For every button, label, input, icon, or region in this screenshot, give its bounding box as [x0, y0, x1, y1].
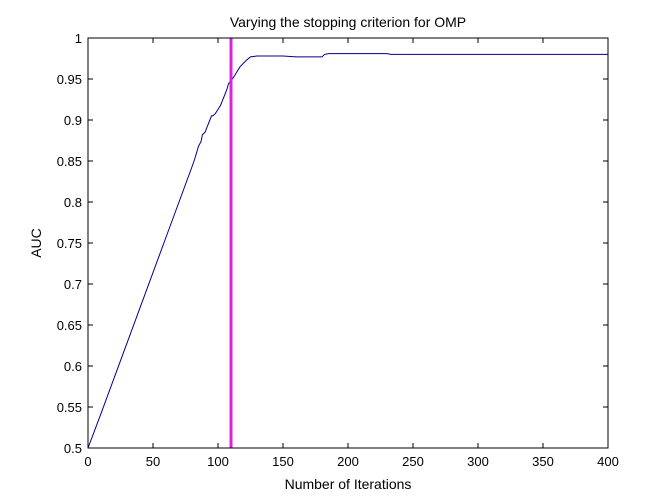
x-tick-label: 400 — [597, 454, 619, 469]
x-ticks: 0 50 100 150 200 250 300 350 400 — [84, 38, 619, 469]
x-axis-title: Number of Iterations — [285, 476, 412, 492]
x-tick-label: 100 — [207, 454, 229, 469]
x-tick-label: 50 — [146, 454, 160, 469]
x-tick-label: 250 — [402, 454, 424, 469]
x-tick-label: 0 — [84, 454, 91, 469]
x-tick-label: 200 — [337, 454, 359, 469]
y-tick-label: 0.7 — [64, 277, 82, 292]
plot-area — [88, 38, 608, 448]
y-tick-label: 0.6 — [64, 359, 82, 374]
y-tick-label: 0.95 — [57, 72, 82, 87]
plot-frame — [87, 37, 609, 449]
x-tick-label: 300 — [467, 454, 489, 469]
y-tick-label: 0.9 — [64, 113, 82, 128]
x-tick-label: 150 — [272, 454, 294, 469]
y-tick-label: 0.8 — [64, 195, 82, 210]
series-line-0 — [87, 53, 608, 449]
y-axis-title: AUC — [28, 228, 44, 258]
y-tick-label: 0.65 — [57, 318, 82, 333]
chart-title: Varying the stopping criterion for OMP — [230, 14, 466, 30]
y-tick-label: 0.85 — [57, 154, 82, 169]
y-tick-label: 0.5 — [64, 441, 82, 456]
x-tick-label: 350 — [532, 454, 554, 469]
series-layer — [87, 53, 608, 449]
y-tick-label: 0.75 — [57, 236, 82, 251]
y-tick-label: 0.55 — [57, 400, 82, 415]
y-tick-label: 1 — [75, 31, 82, 46]
y-ticks: 0.5 0.55 0.6 0.65 0.7 0.75 0.8 0.85 0.9 0.95 1 — [57, 31, 608, 456]
